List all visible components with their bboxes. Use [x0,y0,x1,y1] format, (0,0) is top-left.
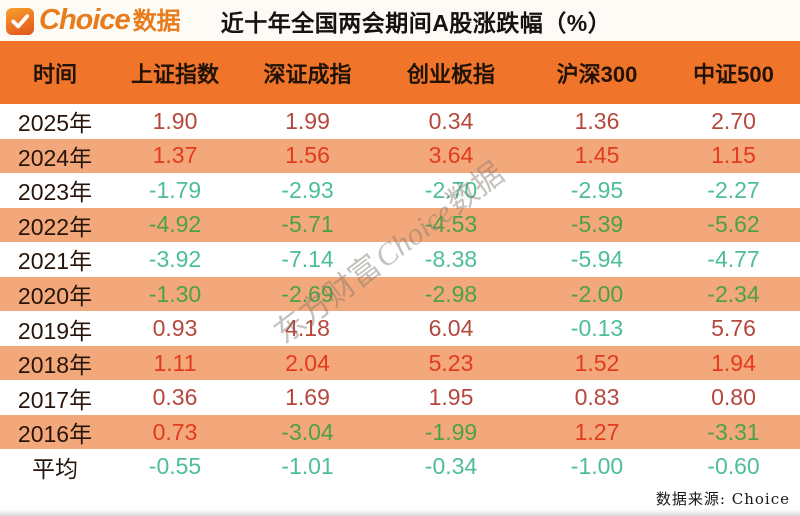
column-header-2: 深证成指 [263,61,352,87]
value-cell: -4.53 [424,211,478,238]
table-header-row: 时间 上证指数 深证成指 创业板指 沪深300 中证500 [0,41,800,104]
value-cell: 1.52 [574,349,620,376]
value-cell: -0.34 [424,453,478,480]
value-cell: 1.94 [711,349,756,376]
value-cell: -7.14 [281,245,334,272]
topbar: Choice 数据 近十年全国两会期间A股涨跌幅（%） [0,0,800,41]
value-cell: 2.70 [711,107,756,134]
table-row: 平均 -0.55 -1.01 -0.34 -1.00 -0.60 [0,449,800,485]
table-row: 2016年 0.73 -3.04 -1.99 1.27 -3.31 [0,414,800,450]
column-header-4: 沪深300 [556,61,638,87]
value-cell: -5.71 [281,211,334,238]
value-cell: 1.90 [152,107,198,134]
table-row: 2022年 -4.92 -5.71 -4.53 -5.39 -5.62 [0,207,800,243]
value-cell: -1.01 [281,453,334,480]
column-header-3: 创业板指 [406,61,495,87]
column-header-1: 上证指数 [130,61,219,87]
page-title: 近十年全国两会期间A股涨跌幅（%） [220,9,612,36]
value-cell: -2.70 [424,176,478,203]
table-row: 2017年 0.36 1.69 1.95 0.83 0.80 [0,380,800,415]
value-cell: -5.39 [570,211,624,238]
value-cell: 1.69 [285,384,330,411]
value-cell: 1.36 [574,107,620,134]
value-cell: -4.92 [148,211,202,238]
value-cell: -2.34 [707,280,760,307]
column-header-5: 中证500 [693,61,774,87]
value-cell: -1.00 [570,453,624,480]
value-cell: -2.27 [707,176,760,203]
table-row: 2018年 1.11 2.04 5.23 1.52 1.94 [0,345,800,381]
value-cell: -1.79 [148,176,202,203]
value-cell: 0.93 [152,315,198,342]
year-cell: 平均 [32,455,78,482]
year-cell: 2024年 [17,144,93,171]
value-cell: -8.38 [424,245,478,272]
checkmark-icon [6,8,34,35]
value-cell: 0.73 [152,418,198,445]
value-cell: 3.64 [428,142,474,169]
column-header-0: 时间 [32,61,77,87]
value-cell: -2.98 [424,280,478,307]
value-cell: 1.56 [285,142,330,169]
year-cell: 2021年 [17,248,93,275]
bottom-shadow [0,509,800,516]
value-cell: 5.23 [428,349,474,376]
value-cell: 4.18 [285,315,330,342]
value-cell: 0.36 [152,384,198,411]
value-cell: -2.95 [570,176,624,203]
table-row: 2020年 -1.30 -2.69 -2.98 -2.00 -2.34 [0,276,800,312]
table-row: 2023年 -1.79 -2.93 -2.70 -2.95 -2.27 [0,173,800,208]
year-cell: 2017年 [17,386,93,413]
logo-brand-suffix: 数据 [132,7,181,35]
value-cell: 1.15 [711,142,756,169]
value-cell: -3.04 [281,418,334,445]
value-cell: -0.55 [148,453,202,480]
value-cell: 0.83 [574,384,620,411]
value-cell: -1.30 [148,280,202,307]
value-cell: 0.34 [428,107,474,134]
data-source-note: 数据来源: Choice [655,490,790,508]
value-cell: -0.60 [707,453,760,480]
value-cell: 5.76 [711,315,756,342]
year-cell: 2019年 [17,317,93,344]
value-cell: 1.27 [574,418,620,445]
year-cell: 2022年 [17,213,93,240]
table-row: 2019年 0.93 4.18 6.04 -0.13 5.76 [0,311,800,346]
value-cell: -1.99 [424,418,478,445]
year-cell: 2025年 [17,110,93,137]
year-cell: 2018年 [17,352,93,379]
value-cell: 0.80 [711,384,756,411]
value-cell: -2.69 [281,280,334,307]
value-cell: -5.94 [570,245,624,272]
table-body: 2025年 1.90 1.99 0.34 1.36 2.70 2024年 1.37 1.56 3.… [0,104,800,485]
value-cell: 2.04 [285,349,330,376]
table-row: 2021年 -3.92 -7.14 -8.38 -5.94 -4.77 [0,242,800,277]
value-cell: 6.04 [428,315,474,342]
value-cell: -2.00 [570,280,624,307]
year-cell: 2016年 [17,421,93,448]
table-row: 2024年 1.37 1.56 3.64 1.45 1.15 [0,138,800,174]
year-cell: 2020年 [17,283,93,309]
value-cell: 1.45 [574,142,620,169]
value-cell: -2.93 [281,176,334,203]
year-cell: 2023年 [17,179,93,206]
value-cell: 1.99 [285,107,330,134]
value-cell: -5.62 [707,211,760,238]
value-cell: 1.11 [153,349,197,376]
value-cell: -3.92 [148,245,202,272]
logo-brand-text: Choice [39,4,131,36]
table-row: 2025年 1.90 1.99 0.34 1.36 2.70 [0,104,800,139]
value-cell: 1.37 [152,142,198,169]
value-cell: 1.95 [428,384,474,411]
value-cell: -0.13 [570,315,624,342]
value-cell: -4.77 [707,245,760,272]
value-cell: -3.31 [707,418,760,445]
choice-logo: Choice 数据 [6,6,181,35]
